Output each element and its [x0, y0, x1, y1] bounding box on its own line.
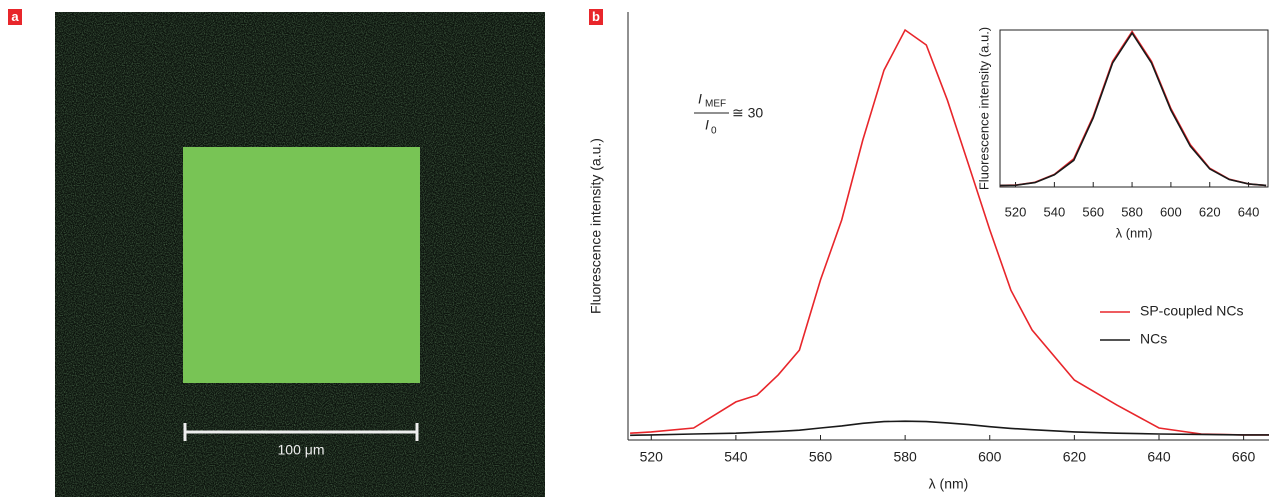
x-tick-label: 600: [1160, 204, 1182, 219]
inset-frame: [999, 29, 1269, 188]
x-tick-label: 580: [1121, 204, 1143, 219]
y-axis-label: Fluorescence intensity (a.u.): [976, 27, 991, 190]
legend-label: NCs: [1140, 331, 1167, 347]
x-tick-label: 520: [1005, 204, 1027, 219]
annotation-relation: ≅ 30: [732, 105, 763, 121]
x-tick-label: 560: [1082, 204, 1104, 219]
x-tick-label: 560: [809, 449, 833, 465]
x-tick-label: 600: [978, 449, 1002, 465]
panel-label: a: [11, 9, 19, 24]
x-tick-label: 580: [893, 449, 917, 465]
panel-label: b: [592, 9, 600, 24]
scale-bar-label: 100 μm: [278, 442, 325, 458]
x-tick-label: 540: [724, 449, 748, 465]
annotation-denominator: I: [705, 117, 709, 133]
annotation-numerator-sub: MEF: [705, 99, 726, 110]
y-axis-label: Fluorescence intensity (a.u.): [588, 138, 604, 314]
panel-badge: [8, 9, 22, 25]
x-tick-label: 660: [1232, 449, 1256, 465]
x-tick-label: 520: [640, 449, 664, 465]
x-tick-label: 640: [1238, 204, 1260, 219]
green-square: [183, 147, 420, 383]
annotation-denominator-sub: 0: [711, 126, 717, 137]
panel-badge: [589, 9, 603, 25]
main-chart: 520 540 560 580 600 620 640 660 λ (nm) Fluorescen…: [588, 12, 1269, 492]
x-tick-label: 620: [1199, 204, 1221, 219]
series-line: [630, 28, 1269, 436]
x-tick-label: 540: [1044, 204, 1066, 219]
x-axis-label: λ (nm): [929, 476, 969, 492]
legend-label: SP-coupled NCs: [1140, 303, 1244, 319]
inset-chart: 520 540 560 580 600 620 640 λ (nm) Fluorescence …: [976, 27, 1269, 240]
series-line: [630, 420, 1269, 437]
x-axis-label: λ (nm): [1116, 225, 1153, 240]
x-tick-label: 620: [1063, 449, 1087, 465]
scale-bar: [183, 423, 419, 441]
series-line: [999, 31, 1267, 187]
annotation-numerator: I: [698, 91, 702, 107]
x-tick-label: 640: [1147, 449, 1171, 465]
